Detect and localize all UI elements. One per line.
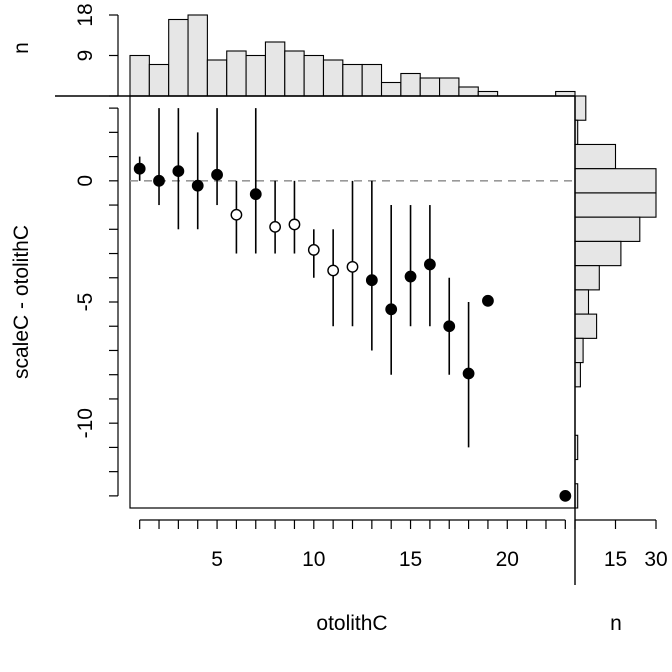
data-point-open xyxy=(288,218,301,231)
data-points xyxy=(133,162,572,502)
right-histogram: 15 30 xyxy=(574,95,668,585)
x-tick-label: 5 xyxy=(211,548,223,571)
right-hist-bar xyxy=(574,240,622,267)
data-point-filled xyxy=(385,303,398,316)
top-hist-bar xyxy=(419,77,441,97)
right-hist-bar xyxy=(574,192,657,218)
data-point-filled xyxy=(404,270,417,283)
right-hist-bar xyxy=(574,216,641,242)
x-axis-title: otolithC xyxy=(316,612,387,635)
plot-frame xyxy=(129,95,576,509)
data-point-filled xyxy=(153,174,165,187)
data-point-filled xyxy=(462,367,475,380)
y-tick-label: -10 xyxy=(74,408,97,438)
x-tick-label: 20 xyxy=(496,548,519,571)
top-hist-bar xyxy=(226,50,247,97)
data-point-open xyxy=(230,208,243,221)
top-hist-bar xyxy=(148,63,170,97)
right-hist-bar xyxy=(574,289,590,315)
right-hist-bar xyxy=(574,168,657,194)
top-hist-bar xyxy=(322,59,344,97)
right-hist-bar xyxy=(574,337,584,364)
right-hist-bar xyxy=(574,265,600,291)
top-hist-bar xyxy=(380,81,402,97)
y-tick-label: -5 xyxy=(74,293,97,312)
top-hist-tick-label: 18 xyxy=(74,3,97,26)
data-point-filled xyxy=(482,294,494,307)
top-hist-bar xyxy=(284,50,305,97)
top-hist-bar xyxy=(264,41,286,97)
right-hist-bar xyxy=(574,362,581,388)
top-hist-bar xyxy=(361,63,383,97)
data-point-open xyxy=(307,243,320,256)
data-point-filled xyxy=(443,320,456,333)
error-bars xyxy=(138,108,470,448)
data-point-filled xyxy=(423,258,436,271)
y-axis-title: scaleC - otolithC xyxy=(10,225,33,379)
top-hist-bar xyxy=(458,86,479,97)
right-hist-bar xyxy=(574,95,587,121)
data-point-filled xyxy=(365,274,378,287)
y-tick-label: 0 xyxy=(74,175,97,187)
right-hist-tick-label: 30 xyxy=(644,548,667,571)
top-hist-bar xyxy=(245,54,266,97)
top-hist-bar xyxy=(206,59,228,97)
top-hist-bar xyxy=(303,54,325,97)
axes: 5 10 15 20 0 -5 -10 xyxy=(74,107,566,571)
right-hist-bar xyxy=(574,313,598,339)
data-point-filled xyxy=(133,162,146,175)
data-point-filled xyxy=(249,188,262,201)
top-hist-y-title: n xyxy=(10,42,33,54)
right-hist-x-title: n xyxy=(610,612,622,635)
right-hist-tick-label: 15 xyxy=(604,548,627,571)
top-hist-bar xyxy=(168,18,189,97)
data-point-filled xyxy=(559,489,572,502)
top-hist-bar xyxy=(187,14,208,97)
main-plot-area xyxy=(129,95,576,509)
data-point-filled xyxy=(211,168,223,181)
data-point-filled xyxy=(191,179,204,192)
data-point-open xyxy=(346,260,359,273)
data-point-open xyxy=(269,220,282,233)
x-tick-label: 10 xyxy=(302,548,325,571)
top-hist-bar xyxy=(342,63,363,97)
x-tick-label: 15 xyxy=(399,548,422,571)
top-hist-tick-label: 9 xyxy=(74,50,97,62)
top-histogram: 9 18 xyxy=(55,3,576,97)
data-point-filled xyxy=(172,165,185,178)
top-hist-bar xyxy=(439,77,460,97)
data-point-open xyxy=(327,264,340,277)
right-hist-bar xyxy=(574,143,617,170)
top-hist-bar xyxy=(400,72,421,97)
top-hist-bar xyxy=(129,54,150,97)
